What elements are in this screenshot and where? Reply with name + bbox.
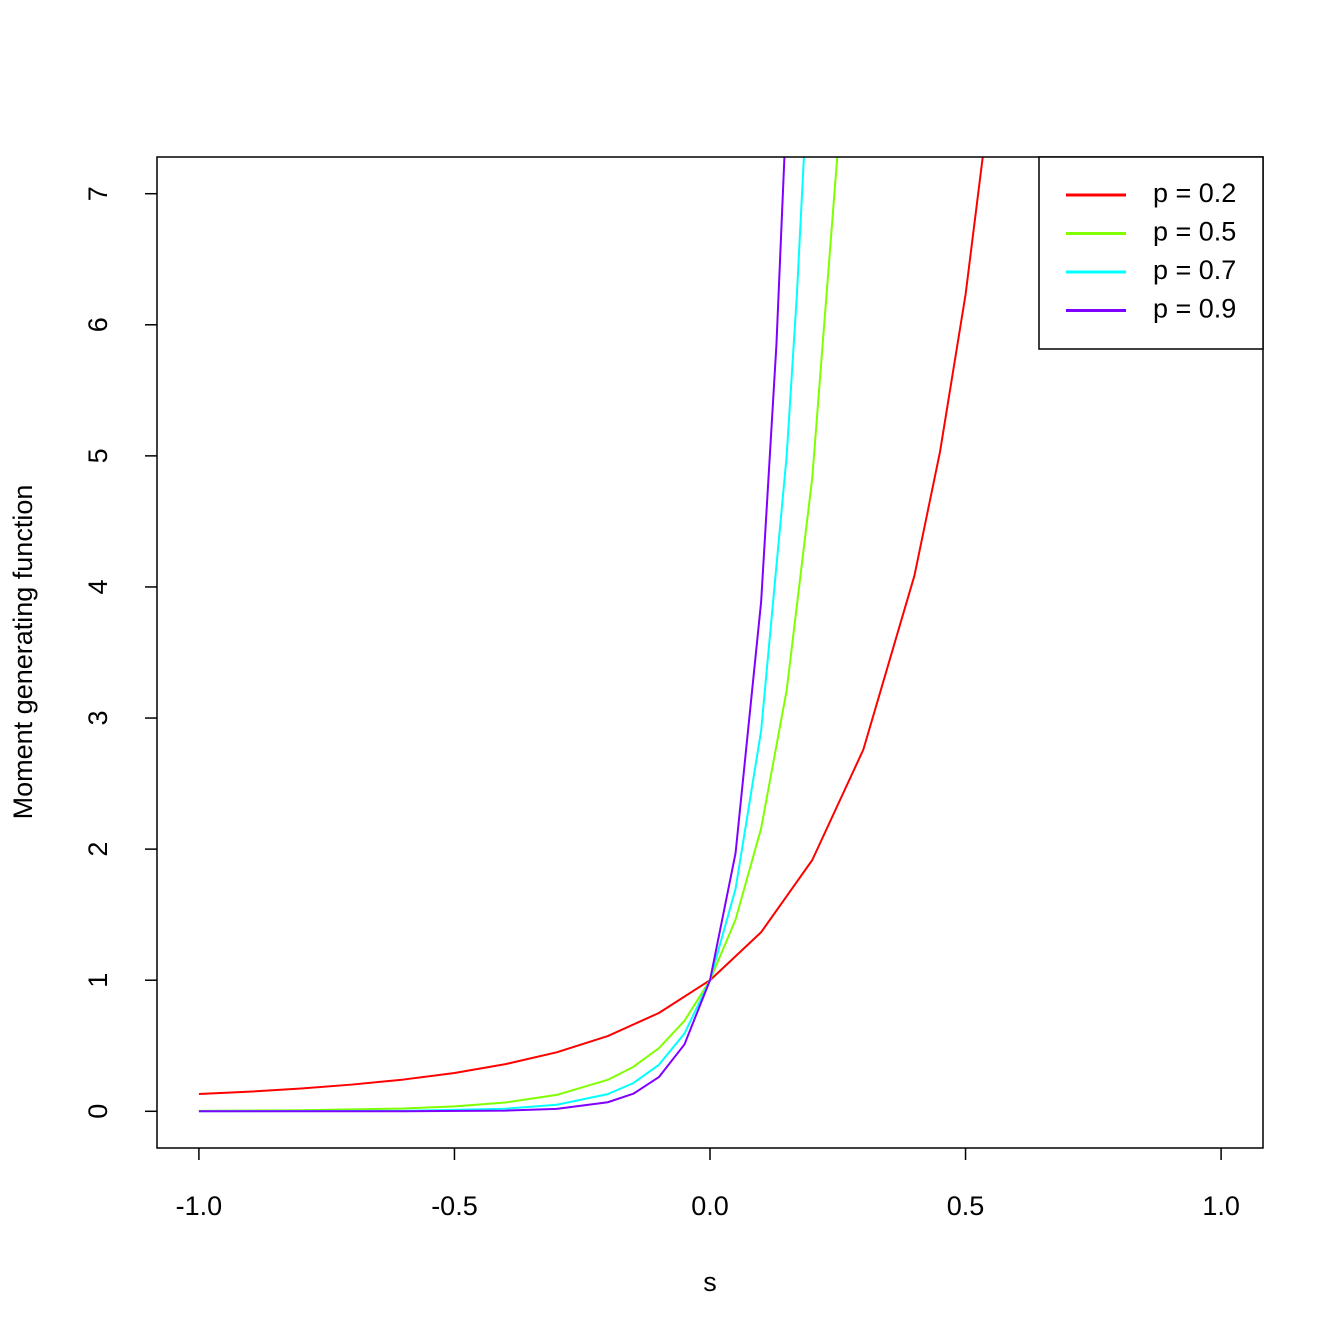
legend-label: p = 0.5	[1153, 217, 1236, 247]
y-tick-label: 1	[83, 973, 113, 988]
y-tick-label: 7	[83, 186, 113, 201]
legend-label: p = 0.9	[1153, 294, 1236, 324]
legend-label: p = 0.2	[1153, 178, 1236, 208]
series-line	[198, 157, 984, 1095]
y-tick-label: 3	[83, 711, 113, 726]
x-tick-label: -1.0	[176, 1191, 223, 1221]
series-line	[198, 157, 805, 1113]
y-tick-label: 0	[83, 1104, 113, 1119]
y-tick-label: 4	[83, 579, 113, 594]
y-axis-label: Moment generating function	[8, 485, 38, 820]
x-tick-label: -0.5	[431, 1191, 478, 1221]
x-tick-label: 0.5	[947, 1191, 985, 1221]
legend-label: p = 0.7	[1153, 255, 1236, 285]
y-tick-label: 2	[83, 842, 113, 857]
plot-lines	[198, 157, 984, 1113]
x-axis-label: s	[703, 1267, 717, 1297]
x-tick-label: 0.0	[691, 1191, 729, 1221]
x-tick-label: 1.0	[1202, 1191, 1240, 1221]
legend-box	[1038, 156, 1264, 350]
series-line	[198, 157, 839, 1112]
y-tick-label: 6	[83, 317, 113, 332]
series-line	[198, 157, 786, 1113]
y-tick-label: 5	[83, 448, 113, 463]
